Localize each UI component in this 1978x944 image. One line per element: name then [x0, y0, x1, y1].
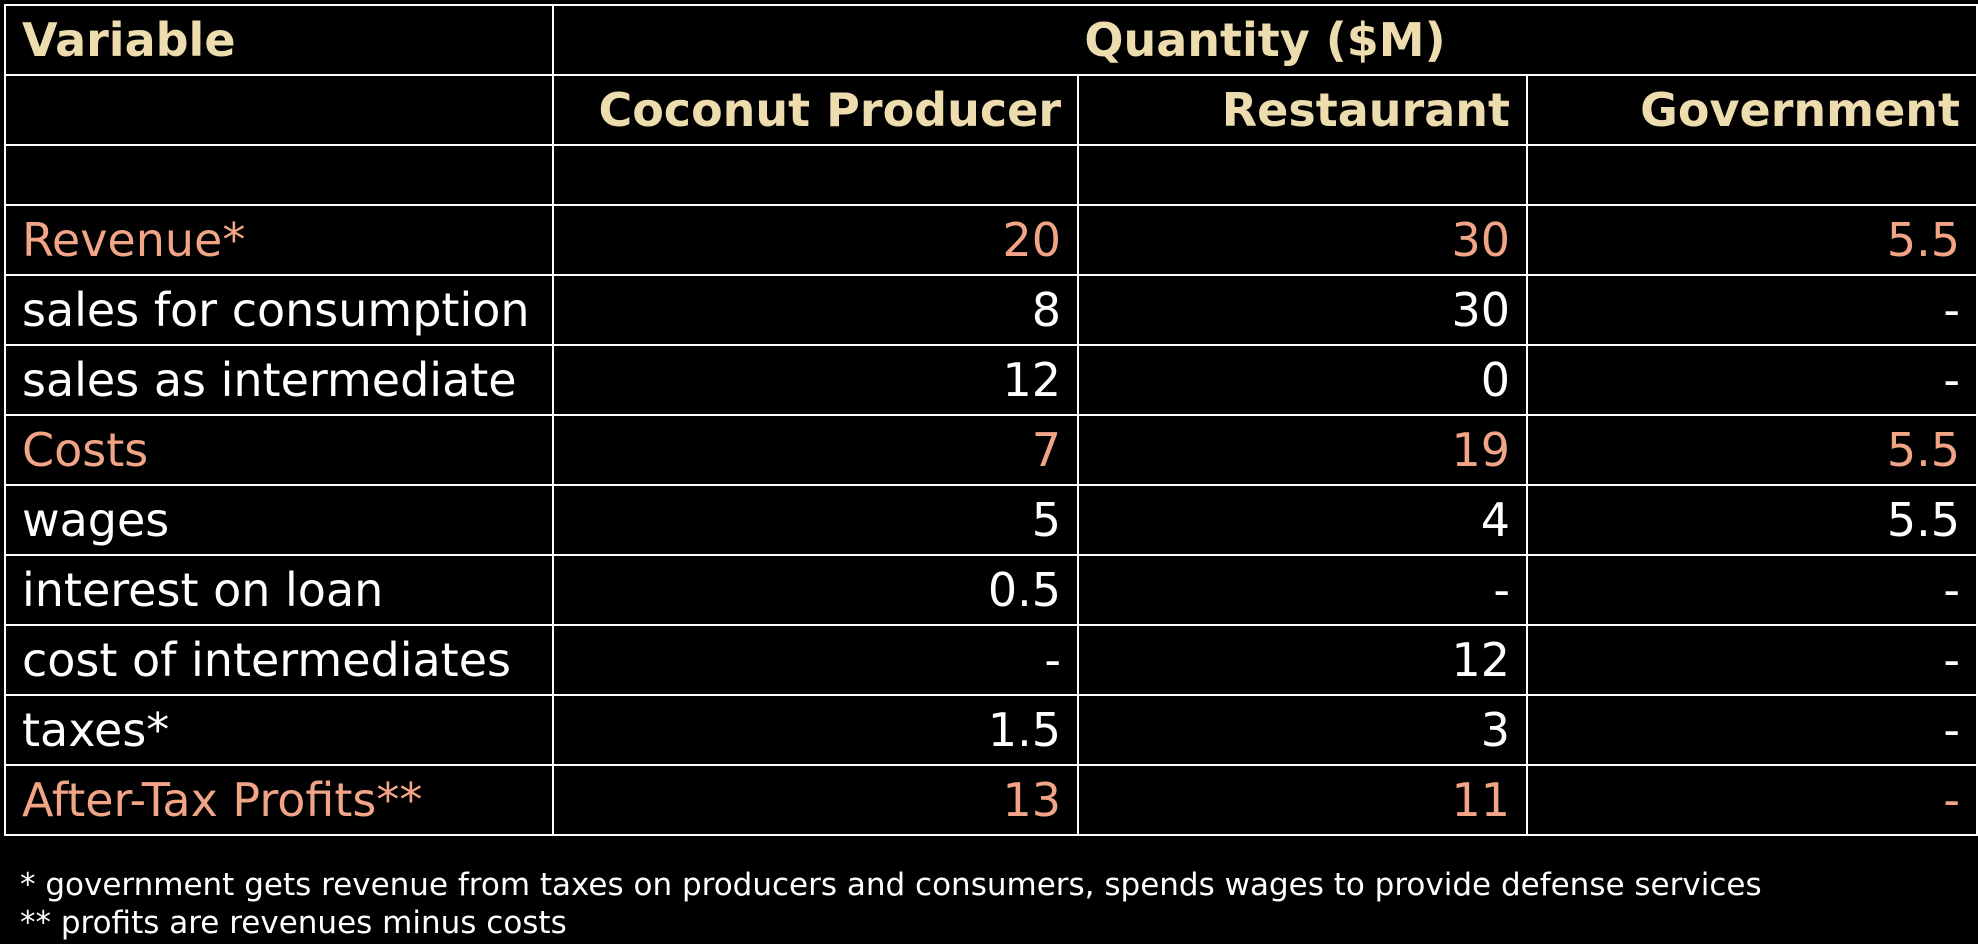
column-header-coconut-producer: Coconut Producer — [552, 74, 1079, 146]
header-blank-cell — [4, 74, 554, 146]
spacer-cell — [552, 144, 1079, 206]
column-header-government: Government — [1525, 74, 1978, 146]
row-label: wages — [4, 484, 554, 556]
value-cell-government: - — [1525, 554, 1978, 626]
value-cell-government: 5.5 — [1525, 414, 1978, 486]
row-label: Revenue* — [4, 204, 554, 276]
table-row: sales as intermediate 12 0- — [4, 344, 1978, 416]
spacer-row — [4, 144, 1978, 206]
value-cell-coconut-producer: 5 — [552, 484, 1079, 556]
value-cell-restaurant: 11 — [1077, 764, 1528, 836]
table-row: cost of intermediates -12- — [4, 624, 1978, 696]
footnote: * government gets revenue from taxes on … — [20, 867, 1762, 903]
data-rows: Revenue* 20 30 5.5 sales for consumption 8 30-… — [4, 204, 1978, 836]
table-row: wages 5 4 5.5 — [4, 484, 1978, 556]
value-cell-coconut-producer: 7 — [552, 414, 1079, 486]
footnote: ** profits are revenues minus costs — [20, 905, 567, 941]
footnotes: * government gets revenue from taxes on … — [20, 866, 1762, 942]
value-cell-government: - — [1525, 274, 1978, 346]
row-label: Costs — [4, 414, 554, 486]
row-label: After-Tax Profits** — [4, 764, 554, 836]
value-cell-restaurant: - — [1077, 554, 1528, 626]
spacer-cell — [1525, 144, 1978, 206]
value-cell-restaurant: 3 — [1077, 694, 1528, 766]
value-cell-restaurant: 4 — [1077, 484, 1528, 556]
value-cell-coconut-producer: 8 — [552, 274, 1079, 346]
value-cell-coconut-producer: - — [552, 624, 1079, 696]
spacer-cell — [1077, 144, 1528, 206]
row-label: sales as intermediate — [4, 344, 554, 416]
row-label: interest on loan — [4, 554, 554, 626]
value-cell-coconut-producer: 13 — [552, 764, 1079, 836]
table-row: sales for consumption 8 30- — [4, 274, 1978, 346]
header-row-1: Variable Quantity ($M) — [4, 4, 1978, 76]
value-cell-government: - — [1525, 624, 1978, 696]
value-cell-coconut-producer: 1.5 — [552, 694, 1079, 766]
value-cell-restaurant: 12 — [1077, 624, 1528, 696]
economy-table: Variable Quantity ($M) Coconut Producer … — [4, 4, 1978, 836]
row-label: taxes* — [4, 694, 554, 766]
variable-header: Variable — [4, 4, 554, 76]
table-row: Costs 7 19 5.5 — [4, 414, 1978, 486]
value-cell-restaurant: 30 — [1077, 274, 1528, 346]
quantity-header: Quantity ($M) — [551, 4, 1978, 76]
table-row: After-Tax Profits** 13 11- — [4, 764, 1978, 836]
value-cell-government: - — [1525, 344, 1978, 416]
value-cell-government: - — [1525, 764, 1978, 836]
value-cell-restaurant: 19 — [1077, 414, 1528, 486]
value-cell-government: - — [1525, 694, 1978, 766]
value-cell-government: 5.5 — [1525, 484, 1978, 556]
spacer-cell — [4, 144, 554, 206]
table-row: taxes* 1.5 3- — [4, 694, 1978, 766]
row-label: cost of intermediates — [4, 624, 554, 696]
table-row: Revenue* 20 30 5.5 — [4, 204, 1978, 276]
value-cell-restaurant: 30 — [1077, 204, 1528, 276]
row-label: sales for consumption — [4, 274, 554, 346]
value-cell-coconut-producer: 12 — [552, 344, 1079, 416]
table-row: interest on loan 0.5- - — [4, 554, 1978, 626]
value-cell-coconut-producer: 20 — [552, 204, 1079, 276]
value-cell-restaurant: 0 — [1077, 344, 1528, 416]
value-cell-coconut-producer: 0.5 — [552, 554, 1079, 626]
column-header-restaurant: Restaurant — [1077, 74, 1528, 146]
header-row-2: Coconut Producer Restaurant Government — [4, 74, 1978, 146]
value-cell-government: 5.5 — [1525, 204, 1978, 276]
